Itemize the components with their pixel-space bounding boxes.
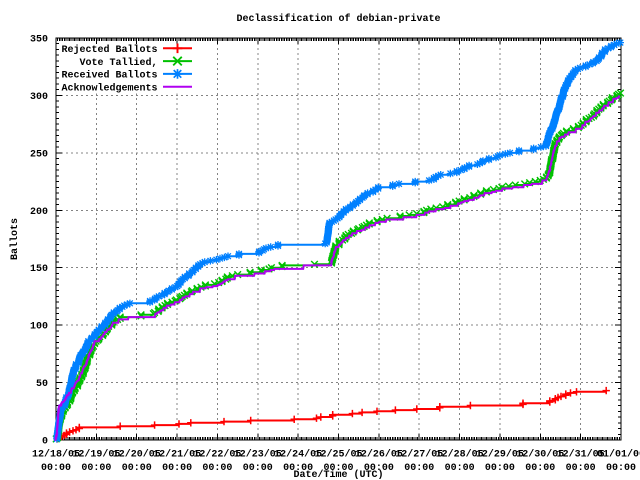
svg-text:12/20/05: 12/20/05 xyxy=(113,449,161,461)
svg-text:00:00: 00:00 xyxy=(566,463,596,474)
svg-text:00:00: 00:00 xyxy=(323,463,353,474)
svg-text:00:00: 00:00 xyxy=(606,463,636,474)
svg-text:00:00: 00:00 xyxy=(485,463,515,474)
svg-text:50: 50 xyxy=(36,379,48,390)
svg-text:12/27/05: 12/27/05 xyxy=(395,449,443,461)
svg-text:00:00: 00:00 xyxy=(525,463,555,474)
svg-text:150: 150 xyxy=(30,264,48,275)
svg-text:12/23/05: 12/23/05 xyxy=(234,449,282,461)
svg-text:250: 250 xyxy=(30,149,48,160)
svg-text:Rejected Ballots: Rejected Ballots xyxy=(61,44,157,56)
svg-text:00:00: 00:00 xyxy=(162,463,192,474)
svg-text:Declassification of debian-pri: Declassification of debian-private xyxy=(236,13,440,25)
svg-text:12/22/05: 12/22/05 xyxy=(193,449,241,461)
svg-text:Vote Tallied,: Vote Tallied, xyxy=(79,57,157,69)
svg-text:12/18/05: 12/18/05 xyxy=(32,449,80,461)
svg-text:00:00: 00:00 xyxy=(122,463,152,474)
svg-text:Received Ballots: Received Ballots xyxy=(61,70,157,82)
svg-text:12/29/05: 12/29/05 xyxy=(476,449,524,461)
svg-text:300: 300 xyxy=(30,92,48,103)
svg-text:350: 350 xyxy=(30,35,48,46)
svg-text:12/25/05: 12/25/05 xyxy=(314,449,362,461)
svg-text:0: 0 xyxy=(42,437,48,448)
svg-text:12/21/05: 12/21/05 xyxy=(153,449,201,461)
svg-text:00:00: 00:00 xyxy=(243,463,273,474)
svg-text:12/24/05: 12/24/05 xyxy=(274,449,322,461)
svg-text:200: 200 xyxy=(30,207,48,218)
svg-text:12/19/05: 12/19/05 xyxy=(72,449,120,461)
svg-text:00:00: 00:00 xyxy=(404,463,434,474)
svg-text:01/01/06: 01/01/06 xyxy=(597,449,640,461)
svg-text:00:00: 00:00 xyxy=(283,463,313,474)
svg-text:100: 100 xyxy=(30,322,48,333)
svg-text:00:00: 00:00 xyxy=(41,463,71,474)
svg-text:Acknowledgements: Acknowledgements xyxy=(61,83,157,95)
svg-text:00:00: 00:00 xyxy=(202,463,232,474)
svg-text:12/31/05: 12/31/05 xyxy=(557,449,605,461)
svg-text:00:00: 00:00 xyxy=(445,463,475,474)
svg-text:Date/Time (UTC): Date/Time (UTC) xyxy=(293,469,383,480)
svg-text:00:00: 00:00 xyxy=(364,463,394,474)
svg-text:00:00: 00:00 xyxy=(81,463,111,474)
svg-text:12/30/05: 12/30/05 xyxy=(516,449,564,461)
svg-text:Ballots: Ballots xyxy=(9,218,21,260)
svg-text:12/28/05: 12/28/05 xyxy=(436,449,484,461)
svg-text:12/26/05: 12/26/05 xyxy=(355,449,403,461)
